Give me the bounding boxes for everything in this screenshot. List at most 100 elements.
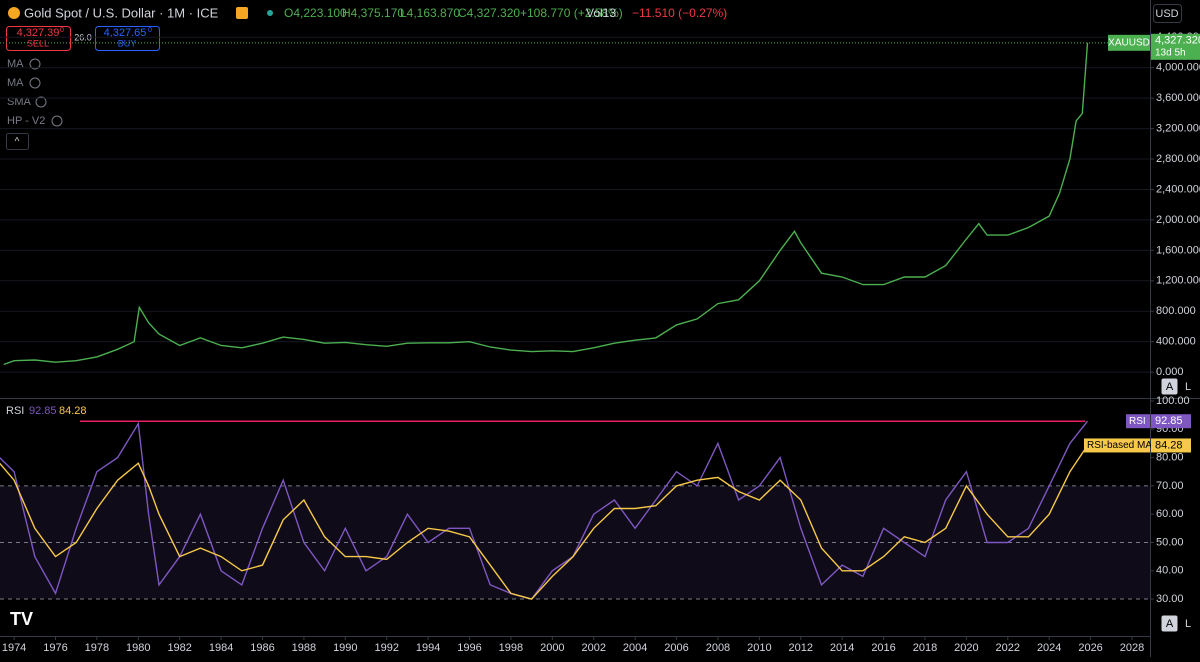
y-tick-label: 50.00 (1156, 536, 1184, 548)
x-tick-label: 2010 (747, 642, 771, 654)
visibility-icon[interactable] (35, 96, 47, 108)
last-price-box (1151, 33, 1200, 60)
x-tick-label: 1988 (292, 642, 316, 654)
x-tick-label: 2018 (913, 642, 937, 654)
y-tick-label: 70.00 (1156, 480, 1184, 492)
x-tick-label: 2026 (1078, 642, 1102, 654)
visibility-icon[interactable] (29, 77, 41, 89)
rsi-legend-name: RSI (6, 405, 24, 417)
x-tick-label: 2020 (954, 642, 978, 654)
x-tick-label: 1982 (167, 642, 191, 654)
auto-scale-label: A (1166, 618, 1174, 630)
y-tick-label: 3,600.000 (1156, 92, 1200, 104)
x-tick-label: 2014 (830, 642, 854, 654)
x-tick-label: 2004 (623, 642, 647, 654)
collapse-icon: ^ (15, 137, 20, 148)
y-tick-label: 3,200.000 (1156, 123, 1200, 135)
collapse-button[interactable] (6, 133, 29, 150)
y-tick-label: 800.000 (1156, 305, 1196, 317)
series-tag-box (1126, 414, 1150, 429)
y-tick-label: 30.00 (1156, 593, 1184, 605)
logo: TV (10, 609, 33, 629)
x-tick-label: 1978 (85, 642, 109, 654)
indicator-name: MA (7, 58, 24, 70)
change-value: +108.770 (+2.58%) (520, 6, 623, 20)
flag-icon[interactable] (236, 7, 248, 19)
countdown: 13d 5h (1155, 47, 1186, 58)
x-tick-label: 2012 (789, 642, 813, 654)
auto-scale-button[interactable] (1161, 615, 1178, 632)
sell-label: SELL (27, 38, 49, 48)
y-tick-label: 1,600.000 (1156, 244, 1200, 256)
auto-scale-button[interactable] (1161, 378, 1178, 395)
y-tick-label: 0.000 (1156, 366, 1184, 378)
market-status (267, 10, 273, 16)
sell-button[interactable] (6, 26, 71, 51)
x-tick-label: 1992 (374, 642, 398, 654)
y-tick-label: 2,800.000 (1156, 153, 1200, 165)
y-tick-label: 4,000.000 (1156, 62, 1200, 74)
x-tick-label: 2024 (1037, 642, 1061, 654)
x-tick-label: 1994 (416, 642, 440, 654)
y-tick-label: 60.00 (1156, 508, 1184, 520)
series-line (0, 445, 1089, 600)
x-tick-label: 1974 (2, 642, 26, 654)
rsi-ma-legend-value: 84.28 (59, 405, 87, 417)
symbol-icon (8, 7, 20, 19)
x-tick-label: 1980 (126, 642, 150, 654)
auto-scale-label: A (1166, 381, 1174, 393)
symbol-title[interactable]: Gold Spot / U.S. Dollar · 1M · ICE (24, 5, 219, 20)
rsi-legend-value: 92.85 (29, 405, 57, 417)
y-tick-label: 2,000.000 (1156, 214, 1200, 226)
y-tick-label: 100.00 (1156, 395, 1190, 407)
indicator-list: MA MA SMA HP - V2 (7, 58, 63, 127)
visibility-icon[interactable] (51, 115, 63, 127)
sell-price: 4,327.39 (17, 27, 60, 39)
x-tick-label: 1998 (499, 642, 523, 654)
visibility-icon[interactable] (29, 58, 41, 70)
buy-price: 4,327.65 (104, 27, 147, 39)
series-value-box (1151, 438, 1191, 453)
x-tick-label: 1990 (333, 642, 357, 654)
series-value: 84.28 (1155, 439, 1183, 451)
x-tick-label: 2016 (871, 642, 895, 654)
y-tick-label: 40.00 (1156, 565, 1184, 577)
x-tick-label: 2006 (664, 642, 688, 654)
x-tick-label: 2022 (996, 642, 1020, 654)
rsi-band-fill (0, 485, 1150, 600)
symbol-tag: XAUUSD (1108, 37, 1150, 48)
indicator-name: MA (7, 77, 24, 89)
sell-price-sup: 0 (60, 27, 64, 34)
currency: USD (1155, 8, 1178, 20)
x-tick-label: 1984 (209, 642, 233, 654)
buy-price-sup: 0 (148, 27, 152, 34)
series-line (3, 42, 1089, 366)
x-tick-label: 2028 (1120, 642, 1144, 654)
x-tick-label: 2008 (706, 642, 730, 654)
buy-button[interactable] (95, 26, 160, 51)
x-tick-label: 1976 (43, 642, 67, 654)
open-value: O4,223.100 (284, 6, 347, 20)
series-value-box (1151, 414, 1191, 429)
series-value: 92.85 (1155, 415, 1183, 427)
symbol-tag-box (1108, 34, 1150, 51)
volume-change: −11.510 (−0.27%) (632, 6, 727, 20)
volume-label: Vol13 (586, 6, 616, 20)
low-value: L4,163.870 (400, 6, 460, 20)
close-value: C4,327.320 (458, 6, 520, 20)
x-tick-label: 2000 (540, 642, 564, 654)
series-tag-box (1084, 438, 1150, 453)
y-tick-label: 80.00 (1156, 451, 1184, 463)
currency-button[interactable] (1153, 4, 1182, 23)
log-scale-label[interactable]: L (1185, 381, 1191, 393)
x-tick-label: 1996 (457, 642, 481, 654)
series-tag: RSI-based MA (1087, 440, 1152, 451)
series-tag: RSI (1129, 416, 1146, 427)
y-tick-label: 400.000 (1156, 336, 1196, 348)
last-price: 4,327.320 (1155, 35, 1200, 47)
x-tick-label: 1986 (250, 642, 274, 654)
log-scale-label[interactable]: L (1185, 618, 1191, 630)
